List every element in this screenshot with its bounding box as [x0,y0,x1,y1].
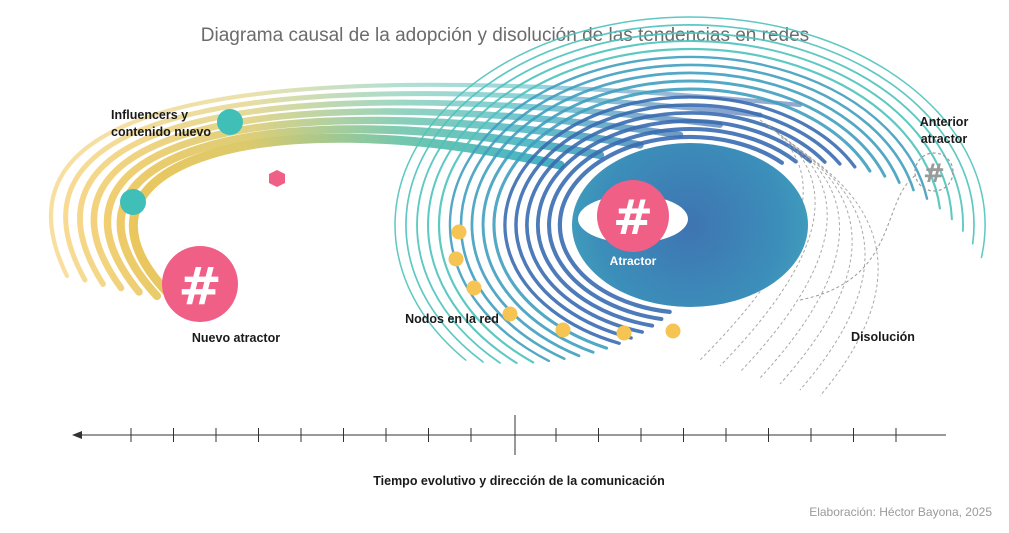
credit: Elaboración: Héctor Bayona, 2025 [809,505,992,519]
vortex-arc [547,126,798,322]
content-hexagon-icon [269,170,285,187]
vortex-arc [514,103,842,340]
dissolution-arc [759,137,841,379]
axis-label: Tiempo evolutivo y dirección de la comun… [373,474,665,488]
vortex-arc [448,55,929,363]
dissolution-arc [799,174,917,301]
vortex-arc [405,24,975,363]
influencer-node [120,189,146,215]
anterior-label-line2: atractor [921,132,968,146]
hashtag-icon: # [923,159,945,189]
outer-arc [48,82,803,279]
vortex-arc [437,47,942,364]
vortex-arc [503,95,857,345]
influencers-label-line2: contenido nuevo [111,125,211,139]
anterior-label-line1: Anterior [920,115,969,129]
vortex-arc [492,87,872,350]
hashtag-icon: # [178,257,222,317]
influencers-label-line1: Influencers y [111,108,188,122]
atractor-label: Atractor [610,254,657,268]
nodos-label: Nodos en la red [405,312,499,326]
outer-arc [116,125,605,301]
network-node [616,325,632,341]
previous-attractor-hashtag-icon [914,152,954,192]
dissolution-arc [739,131,828,373]
arrow-left-icon [72,431,82,439]
vortex-arc [557,134,784,314]
time-axis [72,415,946,455]
outer-arc [128,133,565,305]
network-node [448,251,464,267]
influencer-node [217,109,243,135]
vortex-arc [525,111,827,334]
dissolution-arc [779,143,853,385]
hashtag-icon: # [613,190,653,246]
nuevo-atractor-label: Nuevo atractor [192,331,280,345]
dissolution-arc [799,149,866,391]
dissolution-arc [807,155,879,397]
disolucion-label: Disolución [851,330,915,344]
network-node [555,322,571,338]
new-attractor-hashtag-icon [162,246,238,322]
vortex-arc [535,119,813,328]
diagram-title: Diagrama causal de la adopción y disoluc… [201,25,809,46]
vortex-arc [394,16,986,361]
vortex-arc [481,79,887,354]
outer-arc [77,99,723,287]
attractor-vortex [394,16,986,365]
vortex-arc [427,40,953,365]
attractor-hashtag-icon [597,180,669,252]
network-node [451,224,467,240]
vortex-arc [416,32,964,364]
network-node [502,306,518,322]
vortex-arc [470,71,901,358]
network-node [466,280,482,296]
network-node [665,323,681,339]
network-nodes [448,224,681,341]
